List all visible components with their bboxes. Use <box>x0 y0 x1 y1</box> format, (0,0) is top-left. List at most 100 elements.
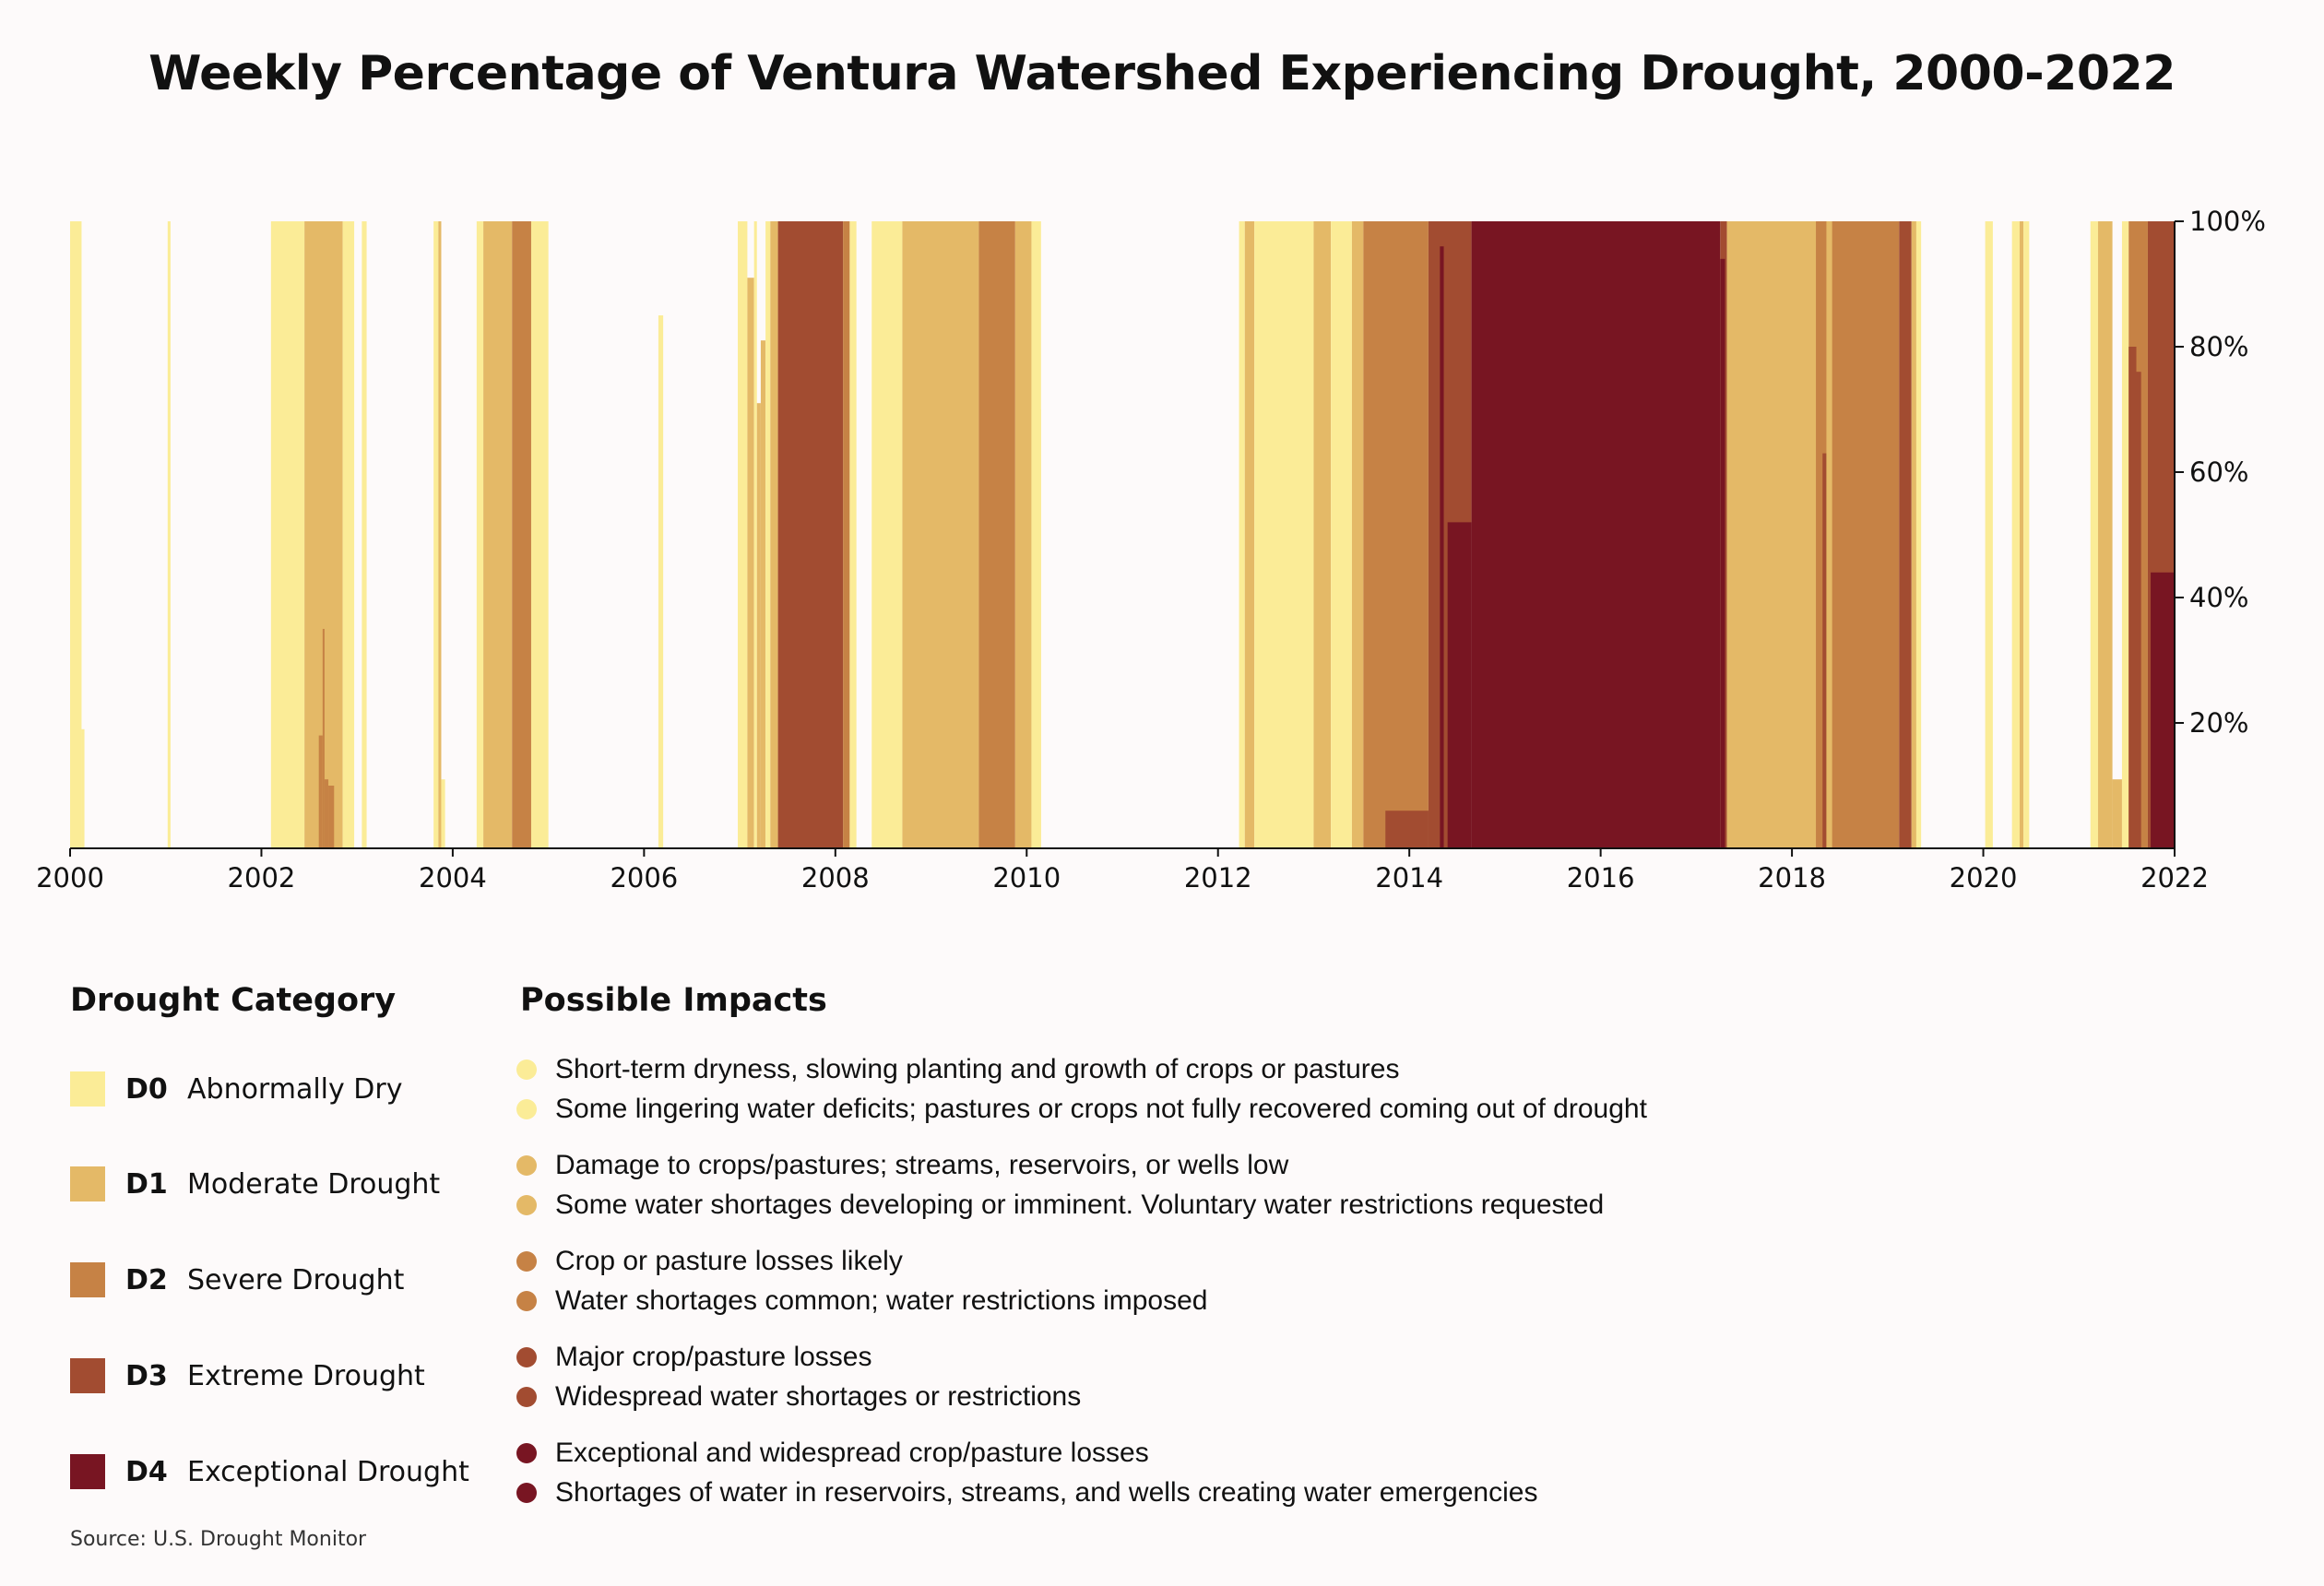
category-item-d3: D3 Extreme Drought <box>70 1355 425 1396</box>
impact-dot <box>516 1347 537 1367</box>
drought-segment-d1 <box>2098 221 2113 848</box>
category-name: Extreme Drought <box>187 1359 425 1392</box>
drought-segment-d0 <box>270 221 305 848</box>
drought-segment-d1 <box>760 340 766 848</box>
category-item-d2: D2 Severe Drought <box>70 1260 404 1300</box>
drought-segment-d2 <box>324 779 329 848</box>
x-axis: 2000 2002 2004 2006 2008 2010 2012 2014 2016 2018… <box>36 847 2209 894</box>
chart-title: Weekly Percentage of Ventura Watershed E… <box>148 46 2176 101</box>
drought-segment-d3 <box>1385 811 1429 848</box>
drought-segment-d1 <box>747 278 754 848</box>
x-tick-label: 2016 <box>1567 862 1635 894</box>
category-swatch <box>70 1262 105 1297</box>
impact-item: Some lingering water deficits; pastures … <box>516 1091 1647 1128</box>
x-tick-label: 2010 <box>992 862 1061 894</box>
drought-segment-d3 <box>1822 453 1827 848</box>
impact-dot <box>516 1155 537 1176</box>
drought-segment-d1 <box>1911 221 1916 848</box>
drought-segment-d1 <box>483 221 513 848</box>
drought-segment-d3 <box>777 221 844 848</box>
drought-segment-d0 <box>433 221 439 848</box>
impact-text: Damage to crops/pastures; streams, reser… <box>555 1150 1289 1180</box>
drought-segment-d4 <box>1720 258 1725 848</box>
category-code: D3 <box>125 1359 168 1392</box>
impact-dot <box>516 1059 537 1080</box>
drought-segment-d0 <box>1985 221 1993 848</box>
impact-dot <box>516 1483 537 1503</box>
drought-segment-d4 <box>2151 572 2175 848</box>
impact-item: Short-term dryness, slowing planting and… <box>516 1051 1399 1088</box>
drought-segment-d1 <box>1313 221 1332 848</box>
drought-segment-d1 <box>2019 221 2024 848</box>
drought-segment-d2 <box>1363 221 1429 848</box>
drought-chart: 2000 2002 2004 2006 2008 2010 2012 2014 2016 2018… <box>36 206 2266 894</box>
x-tick-label: 2006 <box>610 862 678 894</box>
drought-segment-d0 <box>2023 221 2030 848</box>
impact-text: Crop or pasture losses likely <box>555 1246 903 1276</box>
impact-text: Widespread water shortages or restrictio… <box>555 1381 1082 1412</box>
impact-text: Short-term dryness, slowing planting and… <box>555 1054 1400 1084</box>
drought-segment-d2 <box>978 221 1015 848</box>
drought-segment-d1 <box>756 403 761 848</box>
drought-segment-d0 <box>2090 221 2099 848</box>
drought-segment-d0 <box>167 221 171 848</box>
drought-segment-d0 <box>1031 221 1041 848</box>
drought-segment-d2 <box>843 221 850 848</box>
drought-segment-d2 <box>328 786 335 848</box>
impacts-heading: Possible Impacts <box>520 982 827 1019</box>
category-code: D1 <box>125 1167 168 1201</box>
drought-segment-d0 <box>753 221 757 848</box>
drought-segment-d4 <box>1447 522 1472 848</box>
drought-segment-d2 <box>318 735 323 848</box>
y-tick-label: 60% <box>2189 456 2248 488</box>
drought-segment-d0 <box>2121 221 2129 848</box>
drought-segment-d1 <box>1726 221 1817 848</box>
impact-text: Shortages of water in reservoirs, stream… <box>555 1477 1538 1508</box>
impact-item: Widespread water shortages or restrictio… <box>516 1379 1081 1415</box>
drought-segment-d4 <box>1440 246 1444 848</box>
impact-dot <box>516 1291 537 1311</box>
drought-segment-d1 <box>902 221 979 848</box>
drought-segment-d0 <box>1254 221 1314 848</box>
impact-dot <box>516 1251 537 1272</box>
y-tick-label: 80% <box>2189 331 2248 362</box>
drought-segment-d0 <box>1915 221 1922 848</box>
category-name: Severe Drought <box>187 1263 405 1296</box>
drought-segment-d0 <box>872 221 903 848</box>
category-name: Abnormally Dry <box>187 1072 403 1106</box>
drought-segment-d3 <box>1899 221 1912 848</box>
impact-item: Major crop/pasture losses <box>516 1339 872 1376</box>
drought-segment-d0 <box>2011 221 2020 848</box>
category-swatch <box>70 1358 105 1393</box>
drought-segment-d1 <box>1826 221 1832 848</box>
drought-segment-d0 <box>658 315 664 848</box>
drought-segment-d1 <box>1244 221 1255 848</box>
drought-segment-d0 <box>530 221 549 848</box>
drought-segment-d4 <box>1471 221 1721 848</box>
drought-segment-d0 <box>849 221 857 848</box>
impact-item: Water shortages common; water restrictio… <box>516 1283 1207 1320</box>
x-tick-label: 2004 <box>419 862 487 894</box>
drought-segment-d0 <box>70 221 82 848</box>
impact-item: Exceptional and widespread crop/pasture … <box>516 1435 1149 1472</box>
drought-segment-d2 <box>512 221 531 848</box>
drought-segment-d0 <box>738 221 748 848</box>
drought-segment-d0 <box>342 221 355 848</box>
category-item-d4: D4 Exceptional Drought <box>70 1451 469 1492</box>
drought-segment-d0 <box>441 779 445 848</box>
impact-text: Some water shortages developing or immin… <box>555 1190 1605 1220</box>
x-tick-label: 2022 <box>2140 862 2209 894</box>
category-code: D2 <box>125 1263 168 1296</box>
x-tick-label: 2012 <box>1184 862 1252 894</box>
impact-text: Exceptional and widespread crop/pasture … <box>555 1438 1149 1468</box>
source-note: Source: U.S. Drought Monitor <box>70 1528 367 1551</box>
x-tick-label: 2014 <box>1375 862 1443 894</box>
drought-segment-d1 <box>770 221 778 848</box>
category-code: D4 <box>125 1455 168 1488</box>
category-name: Moderate Drought <box>187 1167 441 1201</box>
categories-heading: Drought Category <box>70 982 397 1019</box>
impact-text: Water shortages common; water restrictio… <box>555 1285 1208 1316</box>
category-code: D0 <box>125 1072 168 1106</box>
drought-segment-d3 <box>2128 347 2137 848</box>
category-swatch <box>70 1454 105 1489</box>
